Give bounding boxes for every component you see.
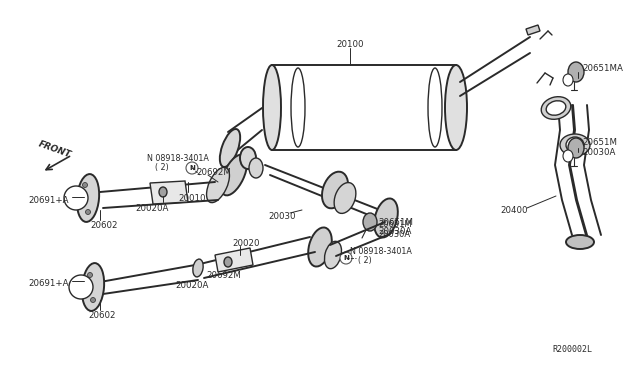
Ellipse shape [568, 138, 584, 158]
Text: 20692M: 20692M [206, 272, 241, 280]
Ellipse shape [249, 158, 263, 178]
Ellipse shape [428, 68, 442, 147]
Text: 20100: 20100 [336, 39, 364, 48]
Text: 20691+A: 20691+A [28, 279, 68, 289]
Text: 20651M: 20651M [378, 218, 413, 227]
Polygon shape [526, 25, 540, 35]
Text: ( 2): ( 2) [358, 257, 372, 266]
Ellipse shape [64, 186, 88, 210]
Text: 20692M: 20692M [196, 167, 231, 176]
Ellipse shape [86, 209, 90, 215]
Text: 20010: 20010 [178, 193, 205, 202]
Text: 20020A: 20020A [175, 280, 209, 289]
Text: 20030A: 20030A [378, 227, 412, 235]
Ellipse shape [560, 134, 590, 156]
Text: 20651M: 20651M [582, 138, 617, 147]
Text: 20691+A: 20691+A [28, 196, 68, 205]
Text: N: N [343, 255, 349, 261]
Ellipse shape [566, 137, 584, 153]
Ellipse shape [334, 183, 356, 214]
Text: 20602: 20602 [88, 311, 115, 320]
Ellipse shape [374, 199, 398, 238]
Text: 20030: 20030 [268, 212, 296, 221]
Text: N: N [189, 165, 195, 171]
Ellipse shape [83, 183, 88, 187]
Text: FRONT: FRONT [37, 140, 72, 160]
Ellipse shape [566, 235, 594, 249]
Text: 20651M: 20651M [378, 219, 412, 228]
Ellipse shape [563, 74, 573, 86]
Text: 20020: 20020 [232, 240, 259, 248]
Ellipse shape [82, 263, 104, 311]
Text: R200002L: R200002L [552, 346, 592, 355]
Ellipse shape [324, 241, 342, 269]
Ellipse shape [88, 273, 93, 278]
Text: 20030A: 20030A [378, 230, 410, 238]
Polygon shape [215, 248, 253, 272]
Text: ( 2): ( 2) [155, 163, 169, 171]
Ellipse shape [541, 97, 571, 119]
Ellipse shape [193, 259, 203, 277]
Ellipse shape [546, 101, 566, 115]
Ellipse shape [159, 187, 167, 197]
Text: 20020A: 20020A [135, 203, 168, 212]
Ellipse shape [224, 257, 232, 267]
Ellipse shape [77, 174, 99, 222]
Ellipse shape [90, 298, 95, 302]
Text: 20400: 20400 [500, 205, 527, 215]
Ellipse shape [263, 65, 281, 150]
Ellipse shape [186, 162, 198, 174]
Text: N 08918-3401A: N 08918-3401A [147, 154, 209, 163]
Ellipse shape [69, 275, 93, 299]
Ellipse shape [340, 252, 352, 264]
Ellipse shape [291, 68, 305, 147]
Ellipse shape [240, 147, 256, 169]
Ellipse shape [363, 213, 377, 231]
Text: 20651MA: 20651MA [582, 64, 623, 73]
Ellipse shape [220, 129, 240, 167]
Ellipse shape [207, 167, 230, 203]
Ellipse shape [322, 172, 348, 208]
Ellipse shape [445, 65, 467, 150]
Text: N 08918-3401A: N 08918-3401A [350, 247, 412, 257]
Ellipse shape [568, 62, 584, 82]
Text: 20602: 20602 [90, 221, 118, 230]
Ellipse shape [221, 155, 247, 195]
Polygon shape [150, 181, 188, 204]
Ellipse shape [563, 150, 573, 162]
Ellipse shape [308, 227, 332, 266]
Text: 20030A: 20030A [582, 148, 616, 157]
